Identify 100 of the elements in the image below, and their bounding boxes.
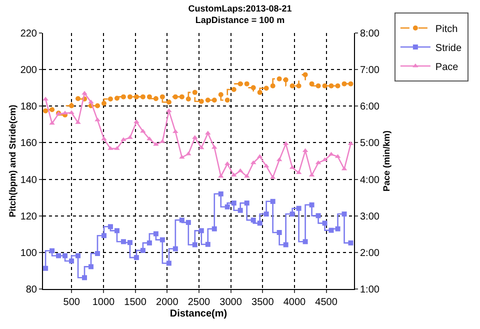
point xyxy=(290,83,295,88)
point xyxy=(296,83,302,88)
point xyxy=(134,255,139,260)
point xyxy=(172,246,178,252)
point xyxy=(250,85,256,90)
chart-title: CustomLaps:2013-08-21 xyxy=(188,4,292,14)
point xyxy=(82,275,88,280)
point xyxy=(120,239,126,244)
x-tick-label: 3500 xyxy=(252,297,274,308)
point xyxy=(108,224,113,230)
point xyxy=(212,98,217,103)
y-tick-label: 180 xyxy=(20,102,38,113)
point xyxy=(328,83,334,88)
point xyxy=(43,96,48,100)
point xyxy=(257,220,262,226)
point xyxy=(153,96,158,102)
point xyxy=(62,253,68,258)
point xyxy=(276,230,282,235)
y2-tick-label: 2:00 xyxy=(360,248,380,259)
point xyxy=(198,145,204,150)
y-tick-label: 100 xyxy=(20,248,38,259)
y2-tick-label: 8:00 xyxy=(360,28,380,40)
legend-label: Pace xyxy=(435,62,459,73)
point xyxy=(231,87,236,92)
point xyxy=(120,137,126,142)
point xyxy=(76,253,81,258)
point xyxy=(192,90,198,95)
point xyxy=(198,98,204,104)
point xyxy=(322,220,328,226)
y-axis-title: Pitch(bpm) and Stride(cm) xyxy=(8,104,18,218)
y2-tick-label: 1:00 xyxy=(360,284,380,296)
point xyxy=(257,90,262,95)
point xyxy=(166,260,172,266)
point xyxy=(218,92,224,98)
x-tick-label: 2000 xyxy=(156,297,179,308)
chart-subtitle: LapDistance = 100 m xyxy=(195,15,285,26)
point xyxy=(50,248,55,254)
y2-tick-label: 7:00 xyxy=(360,65,380,76)
point xyxy=(43,108,48,114)
point xyxy=(134,119,140,124)
point xyxy=(172,94,178,100)
point xyxy=(238,208,243,213)
point xyxy=(205,242,210,247)
y-tick-label: 80 xyxy=(26,284,38,296)
point xyxy=(335,83,340,88)
point xyxy=(101,233,106,238)
point xyxy=(127,240,132,246)
x-tick-label: 2500 xyxy=(188,297,211,308)
point xyxy=(218,191,224,196)
point xyxy=(108,96,113,102)
point xyxy=(88,264,94,270)
point xyxy=(95,103,100,108)
point xyxy=(244,81,250,86)
x-tick-label: 1500 xyxy=(124,297,147,308)
point xyxy=(283,77,288,82)
point xyxy=(270,198,276,204)
point xyxy=(76,96,81,102)
point xyxy=(348,240,354,246)
point xyxy=(186,96,191,102)
y2-tick-label: 3:00 xyxy=(360,211,380,222)
x-tick-label: 4000 xyxy=(283,297,306,308)
point xyxy=(166,100,172,105)
point xyxy=(160,94,165,100)
point xyxy=(283,242,288,248)
point xyxy=(224,98,230,103)
point xyxy=(69,258,74,264)
y2-tick-label: 4:00 xyxy=(360,174,380,186)
point xyxy=(205,98,210,103)
point xyxy=(140,94,146,100)
point xyxy=(43,266,48,271)
x-tick-label: 1000 xyxy=(92,297,116,308)
point xyxy=(290,212,295,217)
point xyxy=(134,94,139,100)
point xyxy=(192,242,198,248)
y-tick-label: 220 xyxy=(20,28,38,40)
point xyxy=(250,218,256,223)
point xyxy=(302,239,308,244)
y2-tick-label: 6:00 xyxy=(360,102,380,113)
y-tick-label: 120 xyxy=(20,211,38,222)
point xyxy=(146,94,152,100)
point xyxy=(309,81,314,86)
point xyxy=(328,228,334,233)
x-axis-title: Distance(m) xyxy=(170,308,228,320)
point xyxy=(140,248,146,253)
point xyxy=(316,213,321,218)
point xyxy=(179,154,185,159)
x-tick-label: 3000 xyxy=(220,297,242,308)
y-tick-label: 140 xyxy=(20,174,38,186)
point xyxy=(114,228,120,234)
point xyxy=(120,94,126,100)
point xyxy=(302,72,308,78)
point xyxy=(82,90,88,95)
point xyxy=(49,120,55,125)
point xyxy=(309,202,314,208)
point xyxy=(348,81,354,86)
point xyxy=(179,218,184,223)
point xyxy=(238,81,243,86)
point xyxy=(342,212,347,217)
y2-tick-label: 5:00 xyxy=(360,138,380,150)
legend-label: Stride xyxy=(435,42,462,54)
